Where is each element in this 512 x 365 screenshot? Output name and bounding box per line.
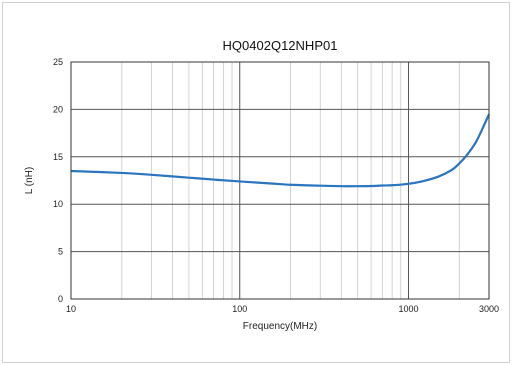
y-axis-label: L (nH) — [24, 167, 35, 194]
y-tick-label: 20 — [53, 104, 63, 114]
y-tick-label: 10 — [53, 199, 63, 209]
x-tick-label: 100 — [232, 304, 247, 314]
y-tick-label: 25 — [53, 57, 63, 67]
plot-border — [70, 61, 490, 300]
tick-labels: 10 100 1000 3000 0 5 10 15 20 25 — [53, 57, 499, 314]
grid — [71, 62, 489, 299]
y-tick-label: 5 — [58, 247, 63, 257]
x-tick-label: 3000 — [479, 304, 499, 314]
x-tick-label: 10 — [66, 304, 76, 314]
y-tick-label: 0 — [58, 294, 63, 304]
chart-title: HQ0402Q12NHP01 — [223, 38, 338, 53]
inductance-curve — [70, 113, 491, 188]
y-tick-label: 15 — [53, 152, 63, 162]
x-tick-label: 1000 — [398, 304, 418, 314]
x-axis-label: Frequency(MHz) — [243, 321, 317, 332]
